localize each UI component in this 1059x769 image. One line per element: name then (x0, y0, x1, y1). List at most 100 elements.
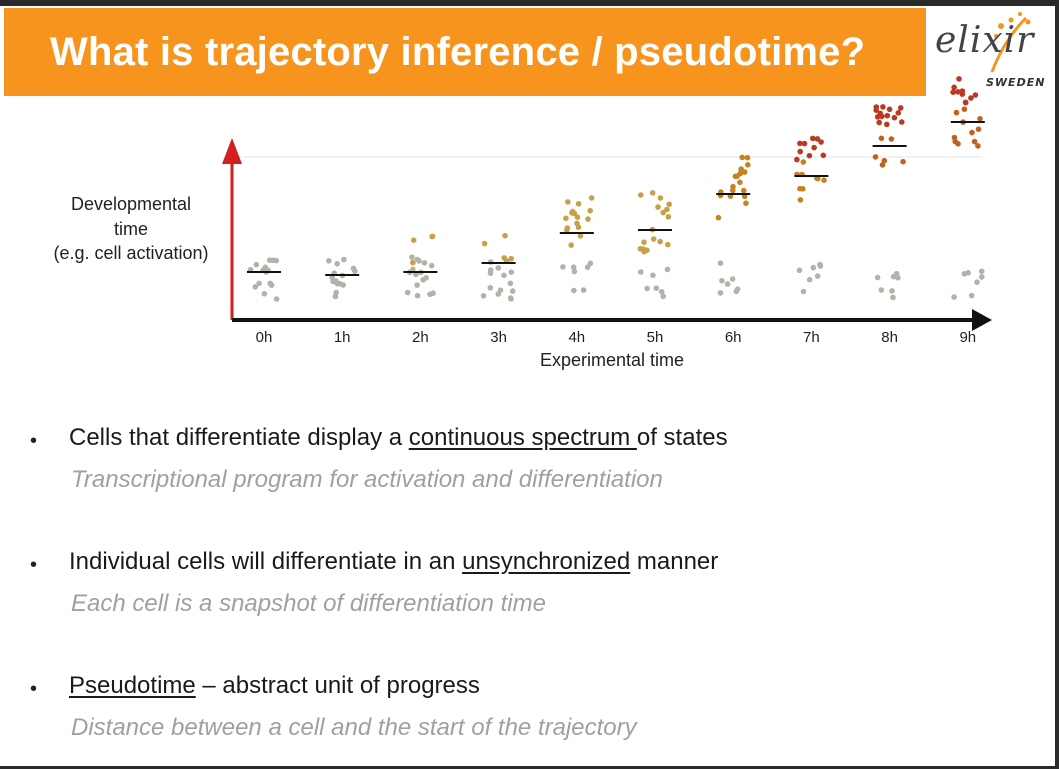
cell-point (806, 276, 813, 283)
cell-point (815, 175, 821, 182)
cell-point (584, 264, 591, 271)
cell-point (507, 295, 514, 301)
cell-point (332, 293, 339, 300)
cell-point (972, 92, 979, 98)
cell-point (879, 162, 886, 168)
x-axis-arrow-icon (972, 309, 992, 331)
cell-point (641, 239, 647, 245)
cell-point (717, 290, 724, 296)
cell-point (664, 206, 670, 213)
cell-point (744, 154, 751, 161)
cell-point (574, 214, 581, 220)
title-bar: What is trajectory inference / pseudotim… (4, 8, 926, 96)
cell-point (421, 260, 428, 266)
cell-point (665, 214, 672, 220)
logo-swoosh-icon (990, 12, 1031, 73)
cell-point (644, 285, 650, 292)
bullet-sub: Each cell is a snapshot of differentiati… (71, 590, 546, 617)
cell-point (739, 154, 745, 161)
bullet-underlined: Pseudotime (69, 672, 196, 699)
cell-point (341, 256, 347, 263)
cell-point (653, 285, 660, 292)
cell-point (644, 247, 650, 253)
cell-point (818, 139, 824, 145)
cell-point (507, 280, 514, 287)
cell-point (501, 272, 507, 279)
cell-point (577, 233, 584, 239)
bullet-text: manner (630, 548, 719, 575)
cell-point (580, 287, 587, 293)
cell-point (955, 89, 961, 95)
cell-point (568, 242, 574, 248)
cell-point (571, 287, 577, 294)
cell-point (334, 261, 341, 267)
x-tick-label: 0h (256, 329, 273, 346)
cell-point (495, 265, 502, 271)
cell-point (650, 236, 657, 242)
cell-point (565, 199, 571, 205)
cell-point (560, 264, 566, 270)
cell-point (880, 104, 886, 110)
cell-point (872, 154, 879, 160)
x-tick-label: 4h (568, 329, 585, 346)
cell-point (956, 76, 962, 82)
cell-point (414, 282, 420, 288)
cell-point (650, 272, 656, 279)
cell-point (638, 192, 644, 198)
cell-point (404, 289, 411, 296)
slide: What is trajectory inference / pseudotim… (0, 6, 1055, 766)
y-axis-label-line: Developmental (70, 194, 192, 214)
cell-point (414, 256, 421, 263)
cell-point (891, 114, 898, 121)
points-layer (247, 76, 985, 302)
cell-point (800, 159, 807, 165)
cell-point (724, 281, 731, 287)
cell-point (326, 258, 332, 264)
cell-point (734, 286, 741, 293)
cell-point (638, 269, 644, 275)
median-layer (247, 121, 985, 276)
y-axis-label: Developmental time (e.g. cell activation… (28, 192, 234, 266)
cell-point (900, 158, 906, 165)
cell-point (420, 277, 427, 283)
cell-point (587, 260, 594, 267)
cell-point (811, 144, 817, 151)
cell-point (951, 294, 957, 300)
cell-point (969, 129, 975, 136)
cell-point (569, 208, 576, 215)
cell-point (889, 288, 895, 294)
cell-point (649, 190, 656, 196)
cell-point (899, 119, 905, 125)
cell-point (429, 233, 436, 240)
cell-point (745, 162, 751, 168)
cell-point (585, 216, 591, 222)
cell-point (564, 227, 570, 233)
cell-point (497, 287, 504, 294)
tick-layer: 0h 1h 2h 3h 4h 5h 6h 7h 8h 9h (256, 329, 976, 346)
cell-point (975, 126, 982, 132)
cell-point (974, 279, 980, 286)
cell-point (877, 110, 884, 117)
cell-point (955, 141, 961, 147)
bullet-text: – abstract unit of progress (195, 672, 480, 699)
cell-point (890, 294, 896, 301)
cell-point (881, 157, 888, 164)
cell-point (797, 140, 803, 147)
cell-point (664, 266, 671, 273)
cell-point (715, 214, 722, 221)
y-axis-label-line: time (113, 218, 148, 239)
cell-point (414, 292, 421, 299)
cell-point (730, 187, 736, 194)
cell-point (657, 238, 663, 245)
cell-point (665, 241, 671, 248)
x-tick-label: 2h (412, 329, 429, 346)
cell-point (978, 268, 985, 275)
logo-sub: SWEDEN (986, 76, 1046, 89)
cell-point (968, 292, 975, 299)
cell-point (737, 179, 743, 186)
bullet-dot-icon: • (30, 554, 38, 576)
bullet-dot-icon: • (30, 430, 38, 452)
cell-point (332, 279, 339, 285)
cell-point (820, 152, 827, 159)
cell-point (729, 276, 736, 282)
